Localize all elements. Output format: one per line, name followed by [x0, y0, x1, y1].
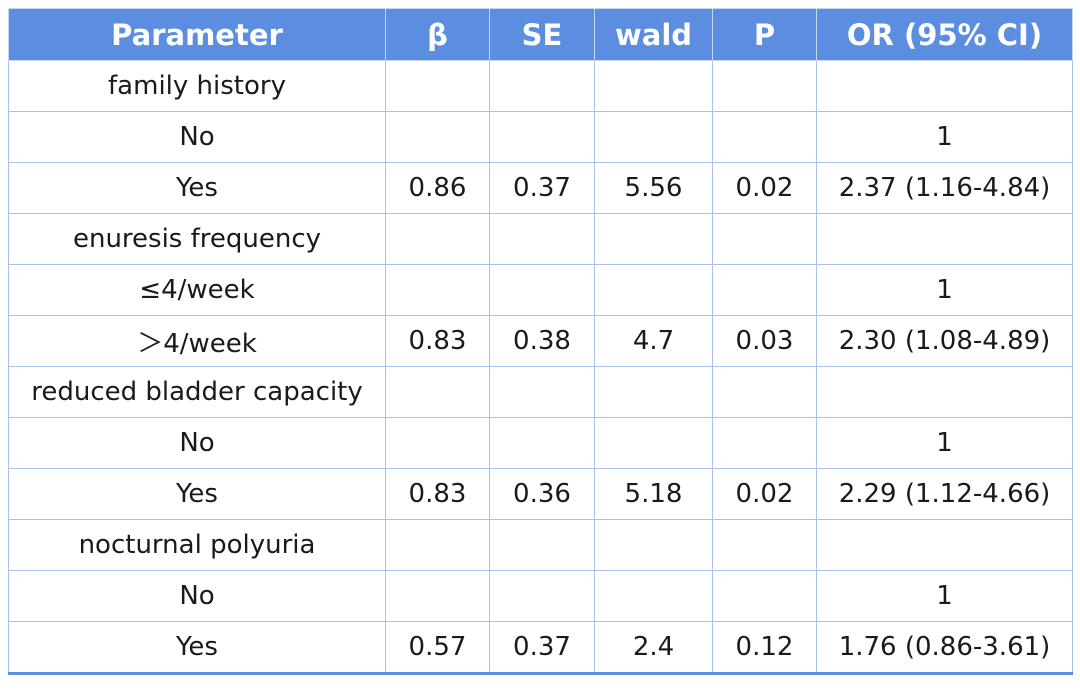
cell-beta [385, 213, 490, 265]
cell-or-ci: 1 [816, 417, 1073, 469]
cell-p [712, 60, 817, 112]
cell-or-ci: 1 [816, 264, 1073, 316]
table-row: reduced bladder capacity [8, 366, 1073, 418]
cell-se: 0.36 [489, 468, 595, 520]
table-row: family history [8, 60, 1073, 112]
cell-wald: 5.18 [594, 468, 713, 520]
table-row: ≤4/week 1 [8, 264, 1073, 316]
cell-or-ci: 1 [816, 111, 1073, 163]
cell-wald [594, 519, 713, 571]
cell-se [489, 111, 595, 163]
cell-p: 0.02 [712, 468, 817, 520]
cell-beta [385, 570, 490, 622]
cell-wald: 5.56 [594, 162, 713, 214]
table-row: nocturnal polyuria [8, 519, 1073, 571]
cell-wald [594, 570, 713, 622]
cell-parameter: ≤4/week [8, 264, 386, 316]
cell-p: 0.03 [712, 315, 817, 367]
cell-parameter: No [8, 111, 386, 163]
cell-parameter: ＞4/week [8, 315, 386, 367]
table-row: Yes 0.86 0.37 5.56 0.02 2.37 (1.16-4.84) [8, 162, 1073, 214]
cell-se [489, 570, 595, 622]
header-row: Parameter β SE wald P OR (95% CI) [8, 8, 1073, 61]
cell-beta: 0.83 [385, 468, 490, 520]
cell-p: 0.12 [712, 621, 817, 675]
cell-or-ci: 1.76 (0.86-3.61) [816, 621, 1073, 675]
cell-parameter: Yes [8, 162, 386, 214]
cell-beta [385, 60, 490, 112]
cell-beta [385, 264, 490, 316]
cell-se [489, 60, 595, 112]
cell-parameter: Yes [8, 468, 386, 520]
cell-wald [594, 60, 713, 112]
cell-se [489, 213, 595, 265]
cell-or-ci: 1 [816, 570, 1073, 622]
cell-beta [385, 417, 490, 469]
table-row: Yes 0.83 0.36 5.18 0.02 2.29 (1.12-4.66) [8, 468, 1073, 520]
cell-p [712, 417, 817, 469]
cell-beta [385, 111, 490, 163]
cell-wald [594, 213, 713, 265]
cell-se: 0.38 [489, 315, 595, 367]
table-row: No 1 [8, 111, 1073, 163]
table-row: No 1 [8, 417, 1073, 469]
cell-beta: 0.83 [385, 315, 490, 367]
cell-parameter: No [8, 570, 386, 622]
cell-beta [385, 366, 490, 418]
cell-se: 0.37 [489, 162, 595, 214]
table-container: Parameter β SE wald P OR (95% CI) family… [8, 8, 1073, 675]
cell-p [712, 264, 817, 316]
cell-wald [594, 111, 713, 163]
cell-parameter: reduced bladder capacity [8, 366, 386, 418]
table-row: Yes 0.57 0.37 2.4 0.12 1.76 (0.86-3.61) [8, 621, 1073, 675]
cell-se [489, 417, 595, 469]
cell-or-ci: 2.29 (1.12-4.66) [816, 468, 1073, 520]
cell-or-ci: 2.37 (1.16-4.84) [816, 162, 1073, 214]
table-row: enuresis frequency [8, 213, 1073, 265]
header-wald: wald [594, 8, 713, 61]
header-se: SE [489, 8, 595, 61]
regression-table: Parameter β SE wald P OR (95% CI) family… [8, 8, 1073, 675]
cell-parameter: No [8, 417, 386, 469]
cell-or-ci [816, 60, 1073, 112]
cell-parameter: nocturnal polyuria [8, 519, 386, 571]
cell-parameter: enuresis frequency [8, 213, 386, 265]
cell-or-ci [816, 519, 1073, 571]
cell-se [489, 264, 595, 316]
cell-p [712, 570, 817, 622]
header-p: P [712, 8, 817, 61]
cell-wald [594, 264, 713, 316]
cell-wald: 4.7 [594, 315, 713, 367]
cell-wald [594, 417, 713, 469]
cell-p [712, 111, 817, 163]
header-beta: β [385, 8, 490, 61]
cell-parameter: family history [8, 60, 386, 112]
cell-p [712, 213, 817, 265]
cell-parameter: Yes [8, 621, 386, 675]
cell-p [712, 519, 817, 571]
table-row: ＞4/week 0.83 0.38 4.7 0.03 2.30 (1.08-4.89) [8, 315, 1073, 367]
cell-or-ci: 2.30 (1.08-4.89) [816, 315, 1073, 367]
header-or-ci: OR (95% CI) [816, 8, 1073, 61]
cell-se: 0.37 [489, 621, 595, 675]
cell-se [489, 366, 595, 418]
cell-p: 0.02 [712, 162, 817, 214]
cell-se [489, 519, 595, 571]
cell-wald [594, 366, 713, 418]
cell-beta: 0.57 [385, 621, 490, 675]
cell-or-ci [816, 213, 1073, 265]
cell-beta: 0.86 [385, 162, 490, 214]
header-parameter: Parameter [8, 8, 386, 61]
cell-wald: 2.4 [594, 621, 713, 675]
cell-or-ci [816, 366, 1073, 418]
table-row: No 1 [8, 570, 1073, 622]
cell-p [712, 366, 817, 418]
cell-beta [385, 519, 490, 571]
